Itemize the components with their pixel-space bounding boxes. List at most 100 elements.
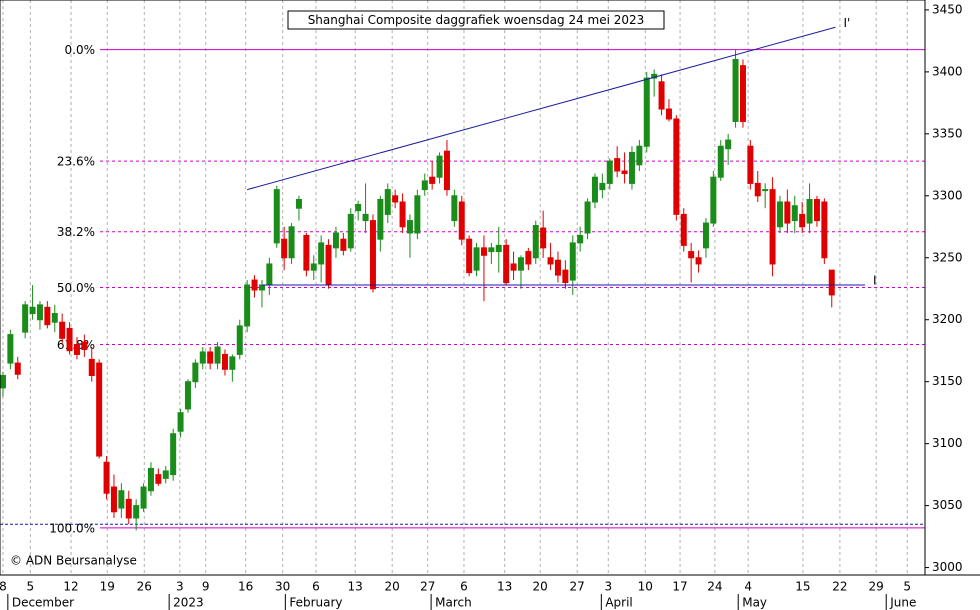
candle-body <box>273 189 280 244</box>
x-tick-label: 6 <box>312 580 320 594</box>
month-label: June <box>889 596 916 610</box>
y-tick-label: 3200 <box>932 312 963 326</box>
x-tick-label: 3 <box>604 580 612 594</box>
candle-body <box>658 81 665 110</box>
candle-body <box>421 180 428 191</box>
fib-label: 100.0% <box>49 521 95 535</box>
candle-body <box>739 65 746 122</box>
x-tick-label: 27 <box>420 580 435 594</box>
trend-line <box>247 26 836 191</box>
x-tick-label: 9 <box>202 580 210 594</box>
title-box <box>287 10 665 30</box>
fib-label: 38.2% <box>57 225 95 239</box>
candle-body <box>466 238 473 274</box>
x-tick-label: 4 <box>744 580 752 594</box>
candle-body <box>569 242 576 281</box>
candle-body <box>192 362 199 383</box>
x-tick-label: 3 <box>176 580 184 594</box>
candle-body <box>347 213 354 249</box>
fib-label: 50.0% <box>57 281 95 295</box>
candle-body <box>0 374 6 389</box>
candle-body <box>281 238 288 259</box>
candle-body <box>606 160 613 184</box>
x-tick-label: 13 <box>348 580 363 594</box>
candle-body <box>103 461 110 494</box>
candle-body <box>29 306 36 315</box>
candle-body <box>59 321 66 339</box>
candle-body <box>591 176 598 203</box>
candle-body <box>155 474 162 484</box>
candle-body <box>162 470 169 479</box>
candle-body <box>776 201 783 228</box>
candle-body <box>562 269 569 284</box>
month-label: May <box>742 596 767 610</box>
candle-body <box>36 304 43 321</box>
candle-body <box>769 189 776 265</box>
candle-body <box>540 227 547 249</box>
candle-body <box>362 213 369 222</box>
x-tick-label: 20 <box>533 580 548 594</box>
candle-body <box>96 362 103 457</box>
candle-body <box>355 203 362 212</box>
candle-body <box>436 155 443 178</box>
candle-body <box>14 362 21 375</box>
candle-body <box>643 77 650 147</box>
x-tick-label: 8 <box>0 580 7 594</box>
x-tick-label: 16 <box>238 580 253 594</box>
candle-body <box>614 158 621 172</box>
candle-body <box>88 358 95 376</box>
candle-body <box>295 199 302 209</box>
candle-body <box>406 220 413 234</box>
candle-body <box>621 170 628 174</box>
candle-body <box>177 412 184 432</box>
y-tick-label: 3050 <box>932 498 963 512</box>
candle-body <box>532 225 539 259</box>
candle-body <box>473 247 480 271</box>
candle-body <box>303 234 310 271</box>
fib-label: 23.6% <box>57 155 95 169</box>
candle-body <box>44 306 51 326</box>
y-tick-label: 3250 <box>932 250 963 264</box>
month-label: April <box>605 596 632 610</box>
candle-body <box>510 263 517 271</box>
candle-body <box>754 182 761 197</box>
x-tick-label: 12 <box>63 580 78 594</box>
x-tick-label: 6 <box>460 580 468 594</box>
x-tick-label: 20 <box>385 580 400 594</box>
fib-label: 0.0% <box>65 43 96 57</box>
candle-body <box>495 244 502 253</box>
x-tick-label: 17 <box>672 580 687 594</box>
candle-body <box>717 145 724 178</box>
trend-label: I <box>873 274 877 288</box>
candle-body <box>680 213 687 246</box>
candle-body <box>584 201 591 234</box>
candle-body <box>665 108 672 120</box>
candle-body <box>517 257 524 271</box>
candle-body <box>118 490 125 509</box>
candle-body <box>725 139 732 150</box>
candle-body <box>451 195 458 222</box>
month-label: December <box>12 596 74 610</box>
candle-body <box>732 58 739 122</box>
candle-body <box>318 242 325 265</box>
trend-label: I' <box>843 16 850 30</box>
candle-body <box>81 341 88 350</box>
candle-body <box>710 176 717 224</box>
x-tick-label: 19 <box>100 580 115 594</box>
y-tick-label: 3350 <box>932 126 963 140</box>
candle-body <box>628 151 635 184</box>
candle-body <box>762 189 769 192</box>
candle-body <box>214 346 221 364</box>
candle-body <box>429 176 436 184</box>
candle-body <box>458 201 465 240</box>
candle-body <box>702 222 709 249</box>
candle-body <box>688 251 695 259</box>
x-tick-label: 29 <box>869 580 884 594</box>
candle-body <box>236 325 243 355</box>
candle-body <box>244 284 251 327</box>
candle-body <box>799 213 806 228</box>
x-tick-label: 24 <box>707 580 722 594</box>
candle-body <box>110 486 117 513</box>
x-tick-label: 5 <box>903 580 911 594</box>
